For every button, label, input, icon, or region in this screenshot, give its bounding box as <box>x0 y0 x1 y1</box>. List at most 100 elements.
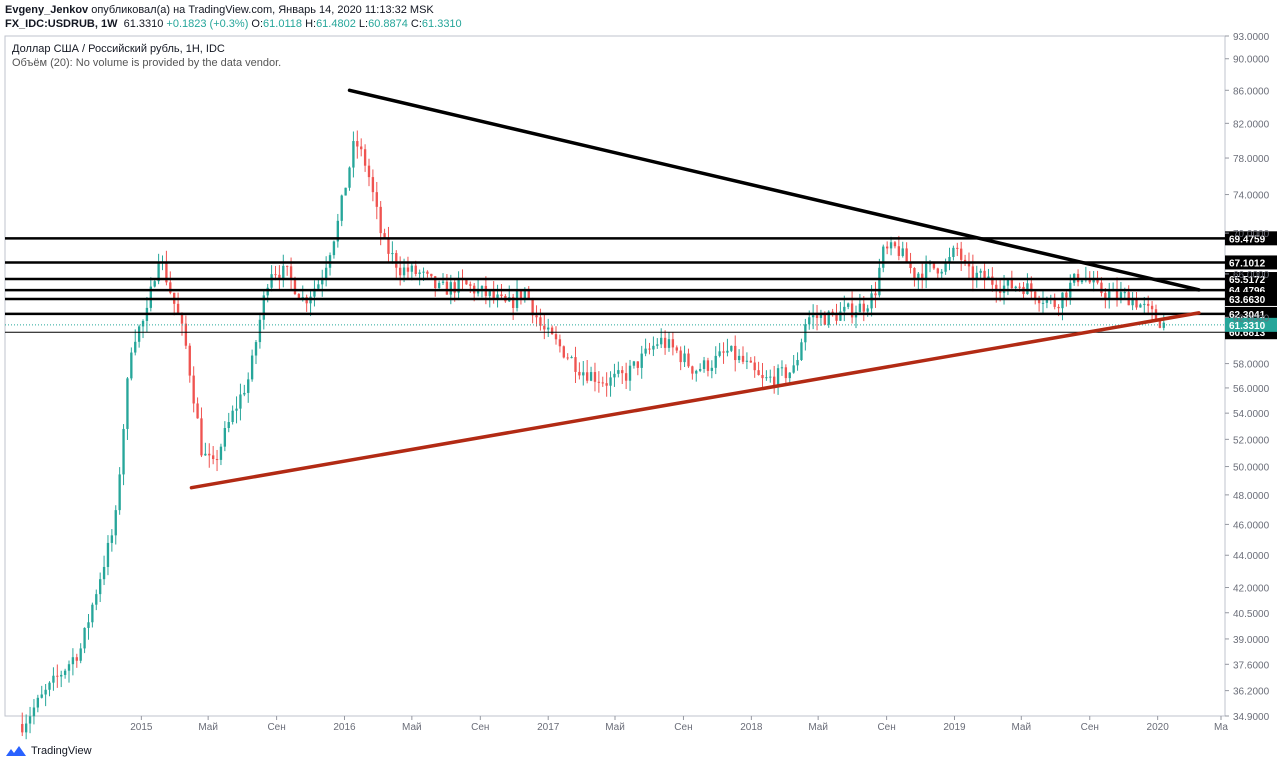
candle-body <box>1088 278 1091 283</box>
trendlines <box>189 88 1201 490</box>
candle-body <box>531 299 534 316</box>
candle-body <box>317 284 320 289</box>
candle-body <box>924 263 928 280</box>
candle-body <box>313 288 316 297</box>
candle-body <box>176 303 180 315</box>
candle-body <box>632 361 636 366</box>
candle-body <box>539 317 542 326</box>
time-axis[interactable]: 2015 Май Сен 2016 Май Сен 2017 Май Сен 2018 Май Сен… <box>130 716 1228 733</box>
y-tick-label: 82.0000 <box>1233 119 1270 130</box>
candle-body <box>967 261 971 267</box>
y-tick-label: 66.0000 <box>1233 270 1270 281</box>
candle-body <box>204 453 207 456</box>
candle-body <box>363 149 367 166</box>
candle-body <box>286 265 289 267</box>
x-tick-label: Май <box>808 722 828 733</box>
candle-body <box>547 327 550 330</box>
candle-body <box>975 272 978 280</box>
candle-body <box>227 421 230 428</box>
symbol-label[interactable]: FX_IDC:USDRUB, 1W <box>5 18 118 30</box>
candle-body <box>1150 305 1154 310</box>
candle-body <box>44 689 47 695</box>
candle-body <box>379 206 382 234</box>
candle-body <box>297 294 301 300</box>
candle-body <box>956 247 959 249</box>
candle-body <box>153 281 156 287</box>
candle-body <box>406 267 410 272</box>
candle-body <box>118 474 121 511</box>
chart-header: Evgeny_Jenkov опубликовал(а) на TradingV… <box>0 0 1280 36</box>
candle-body <box>387 237 390 254</box>
candle-body <box>305 297 308 304</box>
tradingview-logo-icon[interactable] <box>5 744 27 758</box>
candle-body <box>134 341 137 353</box>
candle-body <box>250 355 254 380</box>
candle-body <box>714 355 717 368</box>
candle-body <box>344 187 347 196</box>
candle-body <box>726 350 729 353</box>
candle-body <box>87 622 90 628</box>
candle-body <box>675 347 678 351</box>
candle-body <box>554 334 558 340</box>
candle-body <box>83 627 86 649</box>
candle-body <box>402 267 406 276</box>
y-tick-label: 78.0000 <box>1233 154 1270 165</box>
candle-body <box>511 297 515 308</box>
author-name[interactable]: Evgeny_Jenkov <box>5 4 89 16</box>
candle-body <box>247 379 250 393</box>
candle-body <box>730 345 733 351</box>
candle-body <box>1080 280 1084 283</box>
high-value: 61.4802 <box>316 18 356 30</box>
candle-body <box>36 697 40 708</box>
candle-body <box>258 319 262 343</box>
y-tick-label: 42.0000 <box>1233 584 1270 595</box>
candle-body <box>683 353 686 363</box>
candle-body <box>597 381 601 383</box>
y-tick-label: 52.0000 <box>1233 435 1270 446</box>
brand-name: TradingView <box>31 745 92 757</box>
candle-body <box>737 355 741 361</box>
publish-info: опубликовал(а) на TradingView.com, Январ… <box>91 4 434 16</box>
candle-body <box>745 360 749 362</box>
candle-body <box>1030 283 1033 292</box>
y-tick-label: 37.6000 <box>1233 660 1270 671</box>
x-tick-label: Сен <box>674 722 692 733</box>
candle-body <box>1131 298 1134 306</box>
candle-body <box>289 266 293 279</box>
y-tick-label: 34.9000 <box>1233 712 1270 723</box>
candle-body <box>831 311 834 314</box>
y-tick-label: 70.0000 <box>1233 229 1270 240</box>
level-tag <box>1225 272 1277 287</box>
candle-body <box>56 675 59 677</box>
candle-body <box>1010 279 1014 289</box>
candle-body <box>282 265 285 279</box>
candle-body <box>574 357 577 372</box>
candle-body <box>944 261 947 272</box>
y-tick-label: 58.0000 <box>1233 360 1270 371</box>
candle-body <box>28 716 32 724</box>
x-tick-label: Май <box>402 722 422 733</box>
legend-volume: Объём (20): No volume is provided by the… <box>12 57 281 69</box>
candle-body <box>418 272 421 274</box>
candle-body <box>262 295 265 320</box>
candle-body <box>897 246 901 256</box>
candle-body <box>960 248 963 260</box>
candle-body <box>952 247 955 258</box>
candle-body <box>1045 298 1049 303</box>
candle-body <box>823 314 826 325</box>
candle-body <box>184 323 188 346</box>
candle-body <box>336 220 339 242</box>
candle-body <box>558 339 562 347</box>
candle-body <box>909 262 912 269</box>
candle-body <box>441 281 445 283</box>
candle-body <box>130 352 133 379</box>
candle-body <box>422 271 425 273</box>
candle-body <box>749 360 752 363</box>
price-axis[interactable]: 93.0000 90.0000 86.0000 82.0000 78.0000 74.00… <box>1225 32 1270 723</box>
candle-body <box>862 303 865 312</box>
trendline-ascending <box>189 311 1201 490</box>
candle-body <box>698 368 702 371</box>
candle-body <box>878 267 881 296</box>
